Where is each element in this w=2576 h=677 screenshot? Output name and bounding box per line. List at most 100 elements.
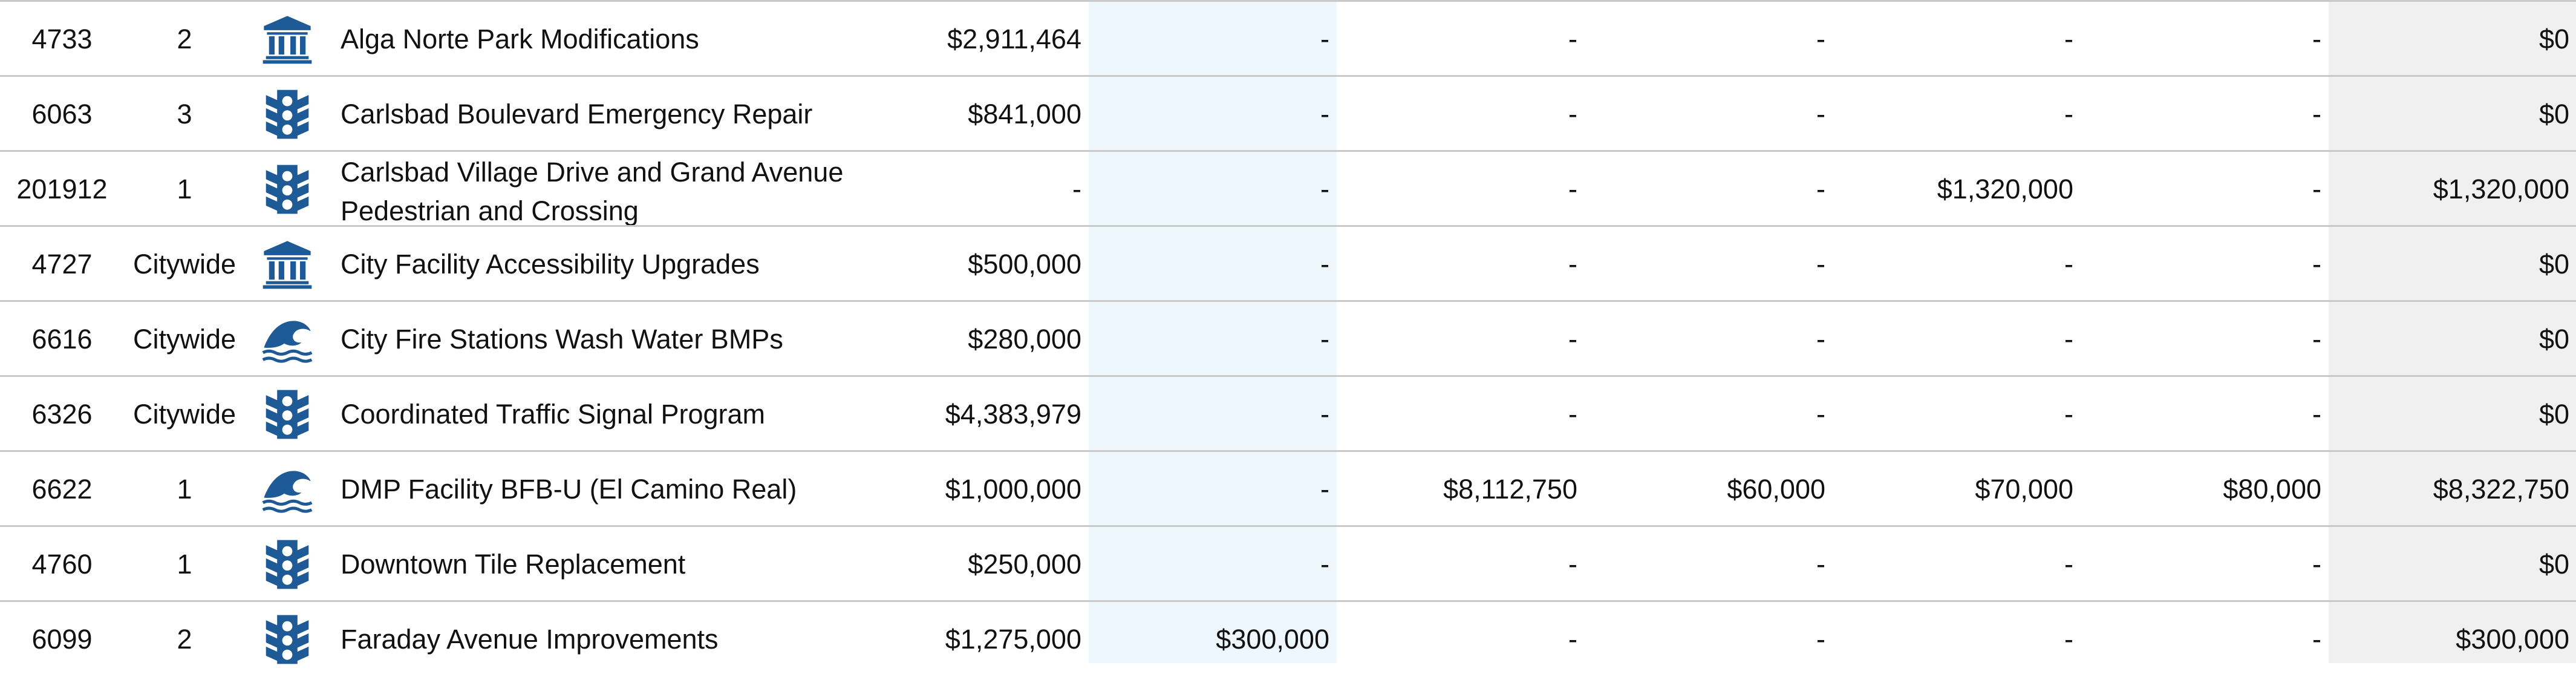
project-name-cell: Carlsbad Boulevard Emergency Repair — [341, 99, 813, 129]
project-id-cell: 6063 — [31, 99, 93, 129]
project-id-cell: 201912 — [16, 174, 108, 204]
table-row: 6616 Citywide City Fire Stations Wash Wate… — [0, 300, 2576, 375]
year-4-cell: - — [2064, 324, 2073, 355]
prior-funding-cell: $1,000,000 — [945, 474, 1081, 505]
total-cell: $1,320,000 — [2433, 174, 2569, 204]
traffic-light-icon — [254, 527, 321, 602]
project-id-cell: 4733 — [31, 24, 93, 54]
building-icon — [254, 2, 321, 77]
current-year-column-shade — [1089, 0, 1337, 663]
building-icon — [254, 227, 321, 302]
total-cell: $0 — [2539, 549, 2569, 580]
table-row: 201912 1 Carlsbad Village Drive and Grand … — [0, 150, 2576, 227]
project-table: 4733 2 Alga Norte Park Modifications $2,911… — [0, 0, 2576, 663]
district-cell: 1 — [177, 174, 192, 204]
total-column-shade — [2329, 0, 2576, 663]
total-cell: $0 — [2539, 399, 2569, 430]
table-row: 4760 1 Downtown Tile Replacement $250,000 - -… — [0, 525, 2576, 600]
prior-funding-cell: $280,000 — [968, 324, 1081, 355]
year-5-cell: - — [2312, 399, 2321, 430]
year-1-cell: - — [1320, 549, 1329, 580]
year-3-cell: - — [1816, 24, 1825, 54]
district-cell: 2 — [177, 24, 192, 54]
year-3-cell: - — [1816, 624, 1825, 655]
year-1-cell: $300,000 — [1216, 624, 1329, 655]
traffic-light-icon — [254, 77, 321, 152]
project-name-cell: Carlsbad Village Drive and Grand Avenue … — [341, 157, 844, 226]
year-2-cell: - — [1568, 549, 1577, 580]
total-cell: $8,322,750 — [2433, 474, 2569, 505]
project-id-cell: 6326 — [31, 399, 93, 430]
year-3-cell: - — [1816, 249, 1825, 280]
year-2-cell: - — [1568, 99, 1577, 129]
year-3-cell: - — [1816, 99, 1825, 129]
district-cell: Citywide — [132, 324, 236, 355]
year-5-cell: - — [2312, 99, 2321, 129]
year-4-cell: - — [2064, 99, 2073, 129]
district-cell: 1 — [177, 549, 192, 580]
year-2-cell: - — [1568, 624, 1577, 655]
project-name-cell: City Facility Accessibility Upgrades — [341, 249, 760, 280]
year-3-cell: - — [1816, 549, 1825, 580]
project-name-cell: DMP Facility BFB-U (El Camino Real) — [341, 474, 797, 505]
traffic-light-icon — [254, 602, 321, 677]
district-cell: Citywide — [132, 399, 236, 430]
wave-icon — [254, 452, 321, 527]
year-1-cell: - — [1320, 99, 1329, 129]
year-2-cell: - — [1568, 174, 1577, 204]
year-5-cell: - — [2312, 549, 2321, 580]
project-id-cell: 6616 — [31, 324, 93, 355]
year-2-cell: - — [1568, 399, 1577, 430]
year-4-cell: $70,000 — [1975, 474, 2073, 505]
traffic-light-icon — [254, 377, 321, 452]
year-4-cell: - — [2064, 24, 2073, 54]
year-1-cell: - — [1320, 249, 1329, 280]
project-name-cell: Coordinated Traffic Signal Program — [341, 399, 766, 430]
year-1-cell: - — [1320, 399, 1329, 430]
year-2-cell: $8,112,750 — [1443, 474, 1577, 505]
project-name-cell: Faraday Avenue Improvements — [341, 624, 719, 655]
year-4-cell: - — [2064, 624, 2073, 655]
table-row: 4727 Citywide City Facility Accessibility … — [0, 225, 2576, 300]
district-cell: 2 — [177, 624, 192, 655]
project-id-cell: 4727 — [31, 249, 93, 280]
year-5-cell: - — [2312, 249, 2321, 280]
table-row: 6622 1 DMP Facility BFB-U (El Camino Real)… — [0, 450, 2576, 525]
year-2-cell: - — [1568, 249, 1577, 280]
year-4-cell: - — [2064, 249, 2073, 280]
project-id-cell: 6622 — [31, 474, 93, 505]
traffic-light-icon — [254, 152, 321, 227]
prior-funding-cell: $4,383,979 — [945, 399, 1081, 430]
table-row: 6063 3 Carlsbad Boulevard Emergency Repair… — [0, 75, 2576, 150]
wave-icon — [254, 302, 321, 377]
year-2-cell: - — [1568, 324, 1577, 355]
year-3-cell: $60,000 — [1727, 474, 1825, 505]
year-5-cell: - — [2312, 624, 2321, 655]
year-1-cell: - — [1320, 24, 1329, 54]
total-cell: $0 — [2539, 99, 2569, 129]
year-3-cell: - — [1816, 174, 1825, 204]
table-row: 6326 Citywide Coordinated Traffic Signal P… — [0, 375, 2576, 450]
total-cell: $0 — [2539, 249, 2569, 280]
year-4-cell: - — [2064, 549, 2073, 580]
district-cell: Citywide — [132, 249, 236, 280]
total-cell: $300,000 — [2456, 624, 2569, 655]
project-id-cell: 6099 — [31, 624, 93, 655]
year-1-cell: - — [1320, 474, 1329, 505]
year-3-cell: - — [1816, 399, 1825, 430]
project-name-cell: Alga Norte Park Modifications — [341, 24, 699, 54]
year-5-cell: - — [2312, 324, 2321, 355]
project-id-cell: 4760 — [31, 549, 93, 580]
year-5-cell: - — [2312, 24, 2321, 54]
table-row: 6099 2 Faraday Avenue Improvements $1,275,0… — [0, 600, 2576, 675]
year-1-cell: - — [1320, 324, 1329, 355]
total-cell: $0 — [2539, 24, 2569, 54]
prior-funding-cell: $2,911,464 — [947, 24, 1081, 54]
prior-funding-cell: $1,275,000 — [945, 624, 1081, 655]
year-2-cell: - — [1568, 24, 1577, 54]
year-3-cell: - — [1816, 324, 1825, 355]
district-cell: 1 — [177, 474, 192, 505]
total-cell: $0 — [2539, 324, 2569, 355]
year-4-cell: - — [2064, 399, 2073, 430]
year-4-cell: $1,320,000 — [1937, 174, 2073, 204]
